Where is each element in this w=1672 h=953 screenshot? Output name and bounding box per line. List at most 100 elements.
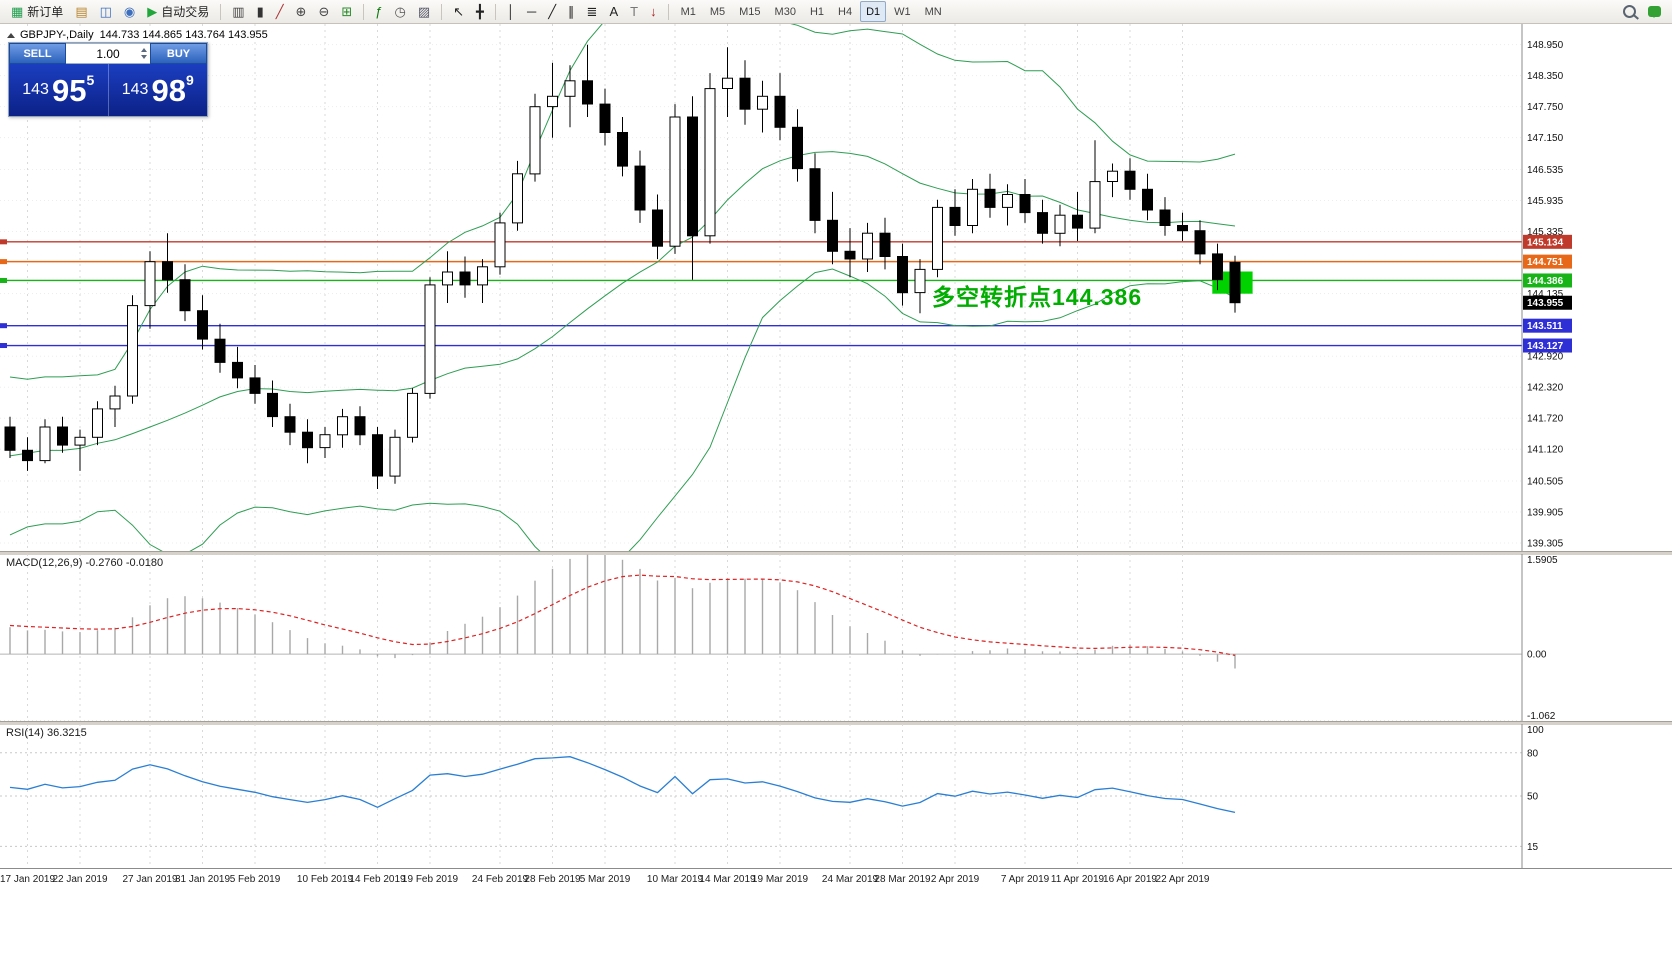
bollinger-lower-band[interactable] xyxy=(9,268,1236,551)
time-axis-label: 10 Feb 2019 xyxy=(296,874,354,885)
new-order-button-label: 新订单 xyxy=(27,5,64,19)
volume-value: 1.00 xyxy=(96,46,120,61)
chat-icon xyxy=(1648,6,1661,18)
pivot-annotation-text[interactable]: 多空转折点144.386 xyxy=(932,284,1143,310)
price-scale-label: 144.135 xyxy=(1527,289,1564,300)
price-tag xyxy=(1523,338,1572,353)
time-axis-label: 14 Mar 2019 xyxy=(699,874,756,885)
panel-collapse-icon[interactable] xyxy=(7,33,15,38)
macd-scale-label: 0.00 xyxy=(1527,650,1547,661)
timeframe-m15-button[interactable]: M15 xyxy=(739,5,761,18)
timeframe-w1-button[interactable]: W1 xyxy=(894,5,911,18)
chart-title: GBPJPY-,Daily 144.733 144.865 143.764 14… xyxy=(20,29,268,41)
level-left-marker xyxy=(0,323,7,329)
zoom-out-button[interactable]: ⊖ xyxy=(313,1,334,22)
toolbar-separator xyxy=(220,3,222,20)
arrows-icon: ↓ xyxy=(650,4,657,19)
bollinger-middle-band[interactable] xyxy=(9,151,1236,457)
price-scale-label: 142.920 xyxy=(1527,352,1564,363)
rsi-scale-label: 80 xyxy=(1527,748,1539,759)
price-scale-label: 140.505 xyxy=(1527,476,1564,487)
rsi-line xyxy=(9,756,1236,814)
label-button[interactable]: T xyxy=(625,1,643,22)
price-scale-label: 139.905 xyxy=(1527,507,1564,518)
price-tag xyxy=(1523,234,1572,249)
market-watch-button[interactable]: ◉ xyxy=(119,1,140,22)
panel-divider[interactable] xyxy=(0,721,1672,726)
chart-area: 148.950 148.350 147.750 147.150 146.535 145.9… xyxy=(0,24,1672,953)
templates-icon: ▨ xyxy=(417,4,431,19)
volume-down-button[interactable] xyxy=(141,55,147,59)
timeframe-m30-button[interactable]: M30 xyxy=(774,5,796,18)
price-scale-label: 141.720 xyxy=(1527,414,1564,425)
volume-up-button[interactable] xyxy=(141,48,147,52)
toolbar-separator xyxy=(667,3,669,20)
fibonacci-button[interactable]: ≣ xyxy=(582,1,603,22)
timeframe-d1-button[interactable]: D1 xyxy=(860,1,887,22)
bar-chart-button[interactable]: ▥ xyxy=(227,1,249,22)
crosshair-button[interactable]: ╋ xyxy=(471,1,489,22)
new-order-button[interactable]: ▦ 新订单 xyxy=(6,1,68,22)
new-order-icon: ▦ xyxy=(11,4,24,19)
level-left-marker xyxy=(0,259,7,265)
zoom-in-button[interactable]: ⊕ xyxy=(291,1,312,22)
time-axis-label: 2 Apr 2019 xyxy=(930,874,980,885)
tile-windows-button[interactable]: ⊞ xyxy=(336,1,357,22)
search-icon xyxy=(1623,5,1636,18)
time-axis-label: 24 Mar 2019 xyxy=(821,874,879,885)
community-button[interactable] xyxy=(1643,1,1666,22)
crosshair-icon: ╋ xyxy=(476,4,484,19)
indicators-button[interactable]: ƒ xyxy=(370,1,387,22)
toolbar-left-group: ▦ 新订单 ▤ ◫ ◉ ▶ 自动交易 ▥ ▮ ╱ ⊕ ⊖ ⊞ ƒ ◷ ▨ ↖ ╋ │ ─ ╱ ∥ ≣ A T ↓ M1 M5 M15 M3… xyxy=(6,1,948,22)
timeframe-mn-button[interactable]: MN xyxy=(924,5,942,18)
line-chart-button[interactable]: ╱ xyxy=(271,1,289,22)
arrows-button[interactable]: ↓ xyxy=(645,1,662,22)
candlesticks xyxy=(4,44,1241,489)
clock-icon: ◷ xyxy=(394,4,406,19)
time-axis-label: 19 Feb 2019 xyxy=(401,874,459,885)
sell-price-prefix: 143 xyxy=(22,81,49,98)
autotrading-button-label: 自动交易 xyxy=(161,5,210,19)
trade-panel-prices: 143 95 5 143 98 9 xyxy=(9,64,207,116)
indicators-icon: ƒ xyxy=(375,4,383,19)
rsi-grid xyxy=(0,724,1522,868)
periods-button[interactable]: ◷ xyxy=(390,1,411,22)
fibonacci-icon: ≣ xyxy=(586,4,598,19)
sell-price[interactable]: 143 95 5 xyxy=(9,64,108,116)
hline-icon: ─ xyxy=(527,4,537,19)
time-axis-label: 14 Feb 2019 xyxy=(349,874,406,885)
sell-button[interactable]: SELL xyxy=(9,43,66,64)
buy-price[interactable]: 143 98 9 xyxy=(107,64,208,116)
time-axis-label: 11 Apr 2019 xyxy=(1050,874,1105,885)
timeframe-h1-button[interactable]: H1 xyxy=(809,5,825,18)
horizontal-line-button[interactable]: ─ xyxy=(522,1,541,22)
timeframe-h4-button[interactable]: H4 xyxy=(838,5,853,18)
trendline-button[interactable]: ╱ xyxy=(543,1,561,22)
new-chart-button[interactable]: ◫ xyxy=(95,1,117,22)
buy-button[interactable]: BUY xyxy=(150,43,207,64)
volume-input[interactable]: 1.00 xyxy=(66,43,150,64)
candlestick-chart-button[interactable]: ▮ xyxy=(252,1,269,22)
text-button[interactable]: A xyxy=(604,1,623,22)
sell-price-pip: 5 xyxy=(86,72,95,88)
search-button[interactable] xyxy=(1618,1,1641,22)
new-chart-icon: ◫ xyxy=(99,4,112,19)
time-axis-label: 27 Jan 2019 xyxy=(122,874,178,885)
time-axis-label: 22 Jan 2019 xyxy=(52,874,108,885)
templates-button[interactable]: ▨ xyxy=(413,1,435,22)
cursor-button[interactable]: ↖ xyxy=(448,1,469,22)
toolbar-right-group xyxy=(1618,1,1666,22)
vertical-line-button[interactable]: │ xyxy=(502,1,520,22)
time-axis[interactable]: 17 Jan 2019 22 Jan 2019 27 Jan 2019 31 Jan … xyxy=(0,868,1672,893)
price-scale-label: 147.150 xyxy=(1527,133,1564,144)
macd-signal-line xyxy=(9,574,1236,656)
bollinger-upper-band[interactable] xyxy=(9,24,1236,380)
channel-button[interactable]: ∥ xyxy=(563,1,580,22)
time-axis-label: 7 Apr 2019 xyxy=(1000,874,1050,885)
autotrading-button[interactable]: ▶ 自动交易 xyxy=(142,1,214,22)
profiles-button[interactable]: ▤ xyxy=(70,1,92,22)
timeframe-m5-button[interactable]: M5 xyxy=(709,5,726,18)
timeframe-m1-button[interactable]: M1 xyxy=(680,5,696,18)
rsi-scale: 100 80 50 15 xyxy=(1521,724,1544,868)
